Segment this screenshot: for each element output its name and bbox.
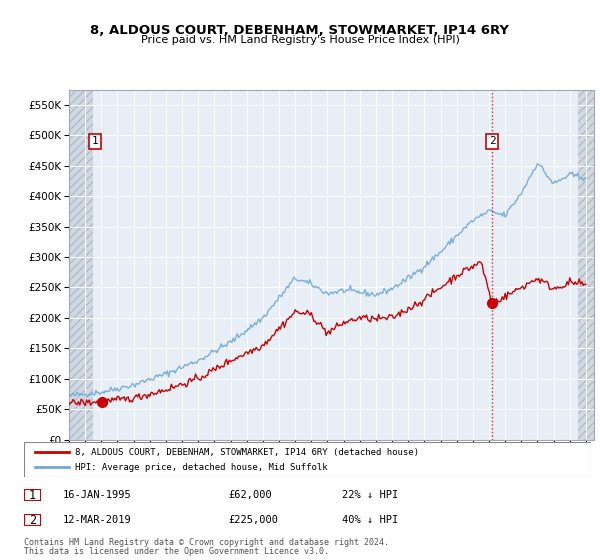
Text: £225,000: £225,000 bbox=[228, 515, 278, 525]
Bar bbox=[578, 90, 594, 440]
Text: HPI: Average price, detached house, Mid Suffolk: HPI: Average price, detached house, Mid … bbox=[75, 463, 328, 472]
Text: Contains HM Land Registry data © Crown copyright and database right 2024.: Contains HM Land Registry data © Crown c… bbox=[24, 538, 389, 547]
Text: 2: 2 bbox=[488, 136, 496, 146]
FancyBboxPatch shape bbox=[24, 514, 41, 526]
Text: This data is licensed under the Open Government Licence v3.0.: This data is licensed under the Open Gov… bbox=[24, 548, 329, 557]
Text: Price paid vs. HM Land Registry's House Price Index (HPI): Price paid vs. HM Land Registry's House … bbox=[140, 35, 460, 45]
Text: 22% ↓ HPI: 22% ↓ HPI bbox=[342, 490, 398, 500]
Text: 8, ALDOUS COURT, DEBENHAM, STOWMARKET, IP14 6RY: 8, ALDOUS COURT, DEBENHAM, STOWMARKET, I… bbox=[91, 24, 509, 36]
Text: 40% ↓ HPI: 40% ↓ HPI bbox=[342, 515, 398, 525]
Text: 12-MAR-2019: 12-MAR-2019 bbox=[63, 515, 132, 525]
Text: £62,000: £62,000 bbox=[228, 490, 272, 500]
Text: 1: 1 bbox=[91, 136, 98, 146]
Text: 2: 2 bbox=[29, 514, 36, 527]
Text: 1: 1 bbox=[29, 488, 36, 502]
Text: 16-JAN-1995: 16-JAN-1995 bbox=[63, 490, 132, 500]
FancyBboxPatch shape bbox=[24, 489, 41, 501]
Text: 8, ALDOUS COURT, DEBENHAM, STOWMARKET, IP14 6RY (detached house): 8, ALDOUS COURT, DEBENHAM, STOWMARKET, I… bbox=[75, 447, 419, 456]
FancyBboxPatch shape bbox=[24, 442, 591, 477]
Bar bbox=[69, 90, 93, 440]
